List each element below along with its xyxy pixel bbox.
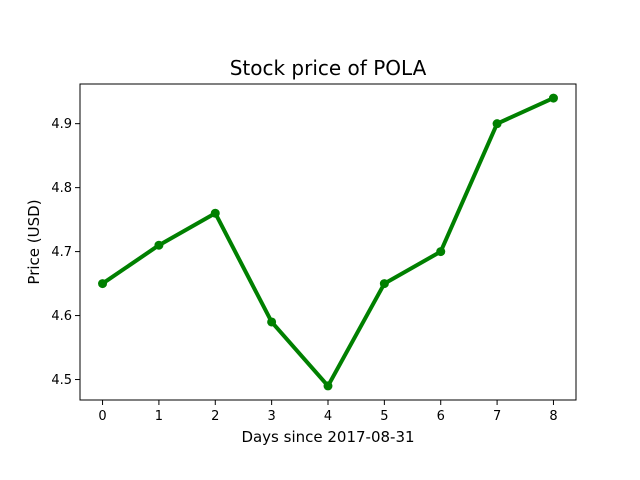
data-point (379, 279, 389, 289)
data-point (323, 381, 333, 391)
y-tick-label: 4.8 (51, 181, 72, 196)
x-tick-label: 7 (493, 409, 501, 424)
data-point (210, 208, 220, 218)
y-tick-label: 4.9 (51, 117, 72, 132)
y-tick-label: 4.7 (51, 245, 72, 260)
x-axis-label: Days since 2017-08-31 (241, 428, 414, 446)
y-tick-label: 4.6 (51, 309, 72, 324)
x-tick-label: 5 (380, 409, 388, 424)
data-point (548, 93, 558, 103)
plot-area: 0 1 2 3 4 5 6 7 8 4.5 4.6 4.7 4.8 4.9 (51, 83, 577, 424)
data-point (98, 279, 108, 289)
data-point (436, 247, 446, 257)
x-tick-label: 6 (437, 409, 445, 424)
x-tick-label: 4 (324, 409, 332, 424)
x-tick-label: 3 (267, 409, 275, 424)
x-tick-label: 1 (155, 409, 163, 424)
y-axis-label: Price (USD) (25, 199, 43, 284)
axes-frame (79, 83, 577, 401)
x-tick-label: 0 (98, 409, 106, 424)
chart-title: Stock price of POLA (230, 56, 427, 80)
data-point (267, 317, 277, 327)
data-point (154, 240, 164, 250)
x-tick-label: 2 (211, 409, 219, 424)
x-tick-label: 8 (549, 409, 557, 424)
data-point (492, 119, 502, 129)
y-tick-label: 4.5 (51, 373, 72, 388)
